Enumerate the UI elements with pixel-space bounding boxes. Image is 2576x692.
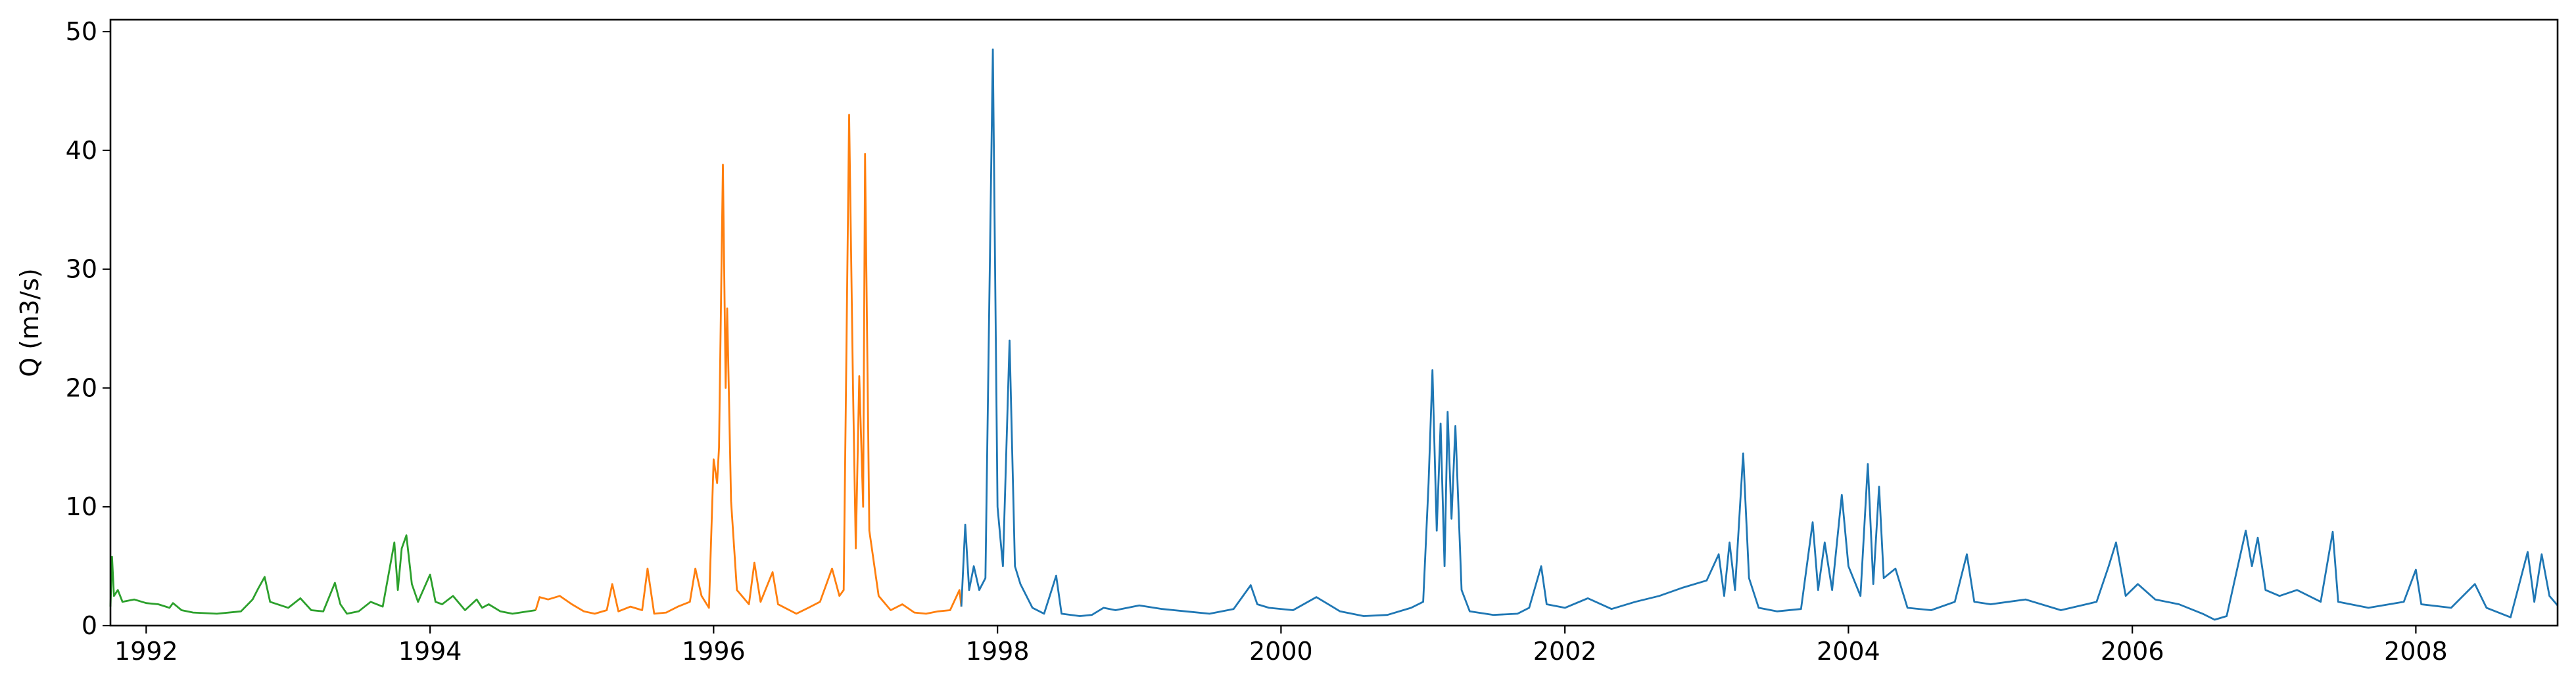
x-tick-label: 1992 xyxy=(114,637,178,666)
x-tick-label: 2008 xyxy=(2384,637,2448,666)
plot-area xyxy=(109,48,2559,621)
axes-frame xyxy=(109,18,2559,627)
y-tick-label: 10 xyxy=(66,492,97,521)
x-tick-label: 1996 xyxy=(682,637,746,666)
x-tick-label: 2000 xyxy=(1249,637,1313,666)
y-tick-label: 20 xyxy=(66,373,97,402)
axis-ticks: 1992 1994 1996 1998 2000 2002 2004 2006 2008 0 10 2… xyxy=(66,17,2448,666)
x-tick-label: 2004 xyxy=(1817,637,1880,666)
x-tick-label: 1998 xyxy=(966,637,1030,666)
series-line-1 xyxy=(109,534,537,615)
y-tick-label: 50 xyxy=(66,17,97,46)
x-tick-label: 2006 xyxy=(2101,637,2164,666)
series-line-2 xyxy=(535,114,963,615)
series-line-3 xyxy=(960,48,2559,621)
y-tick-label: 0 xyxy=(82,611,97,640)
y-tick-label: 40 xyxy=(66,136,97,165)
y-tick-label: 30 xyxy=(66,255,97,284)
x-tick-label: 2002 xyxy=(1533,637,1597,666)
x-tick-label: 1994 xyxy=(398,637,462,666)
y-axis-label: Q (m3/s) xyxy=(15,268,44,377)
